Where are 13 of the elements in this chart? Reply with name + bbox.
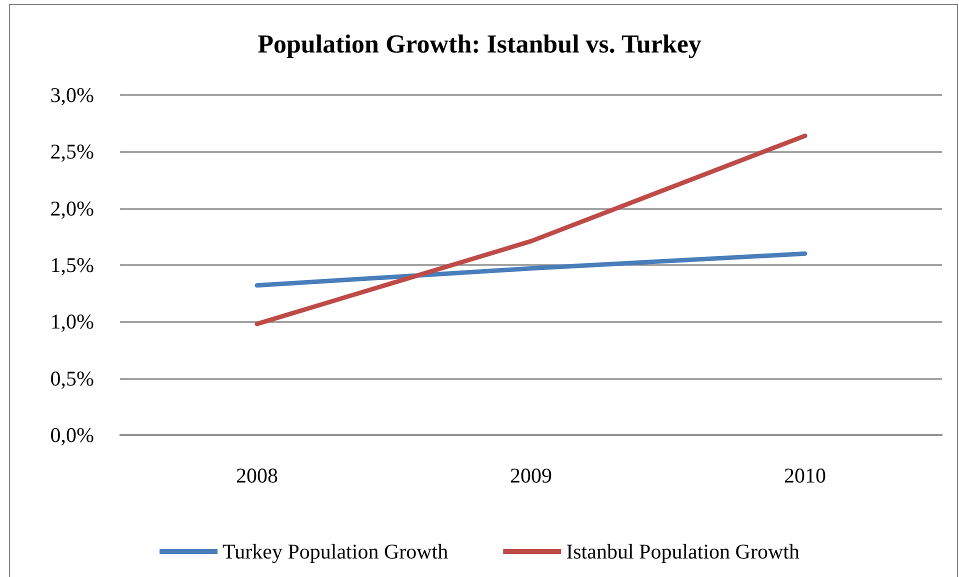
y-tick-label: 2,0% — [50, 196, 94, 220]
y-tick-label: 0,0% — [50, 423, 94, 447]
x-tick-label: 2008 — [236, 464, 278, 488]
y-tick-label: 1,0% — [50, 310, 94, 334]
chart-title: Population Growth: Istanbul vs. Turkey — [258, 30, 702, 58]
legend-label: Turkey Population Growth — [222, 540, 449, 564]
legend-label: Istanbul Population Growth — [566, 540, 800, 564]
y-tick-label: 2,5% — [50, 140, 94, 164]
y-tick-label: 3,0% — [50, 83, 94, 107]
x-tick-label: 2010 — [784, 464, 826, 488]
x-tick-label: 2009 — [510, 464, 552, 488]
y-tick-label: 1,5% — [50, 253, 94, 277]
y-tick-label: 0,5% — [50, 366, 94, 390]
